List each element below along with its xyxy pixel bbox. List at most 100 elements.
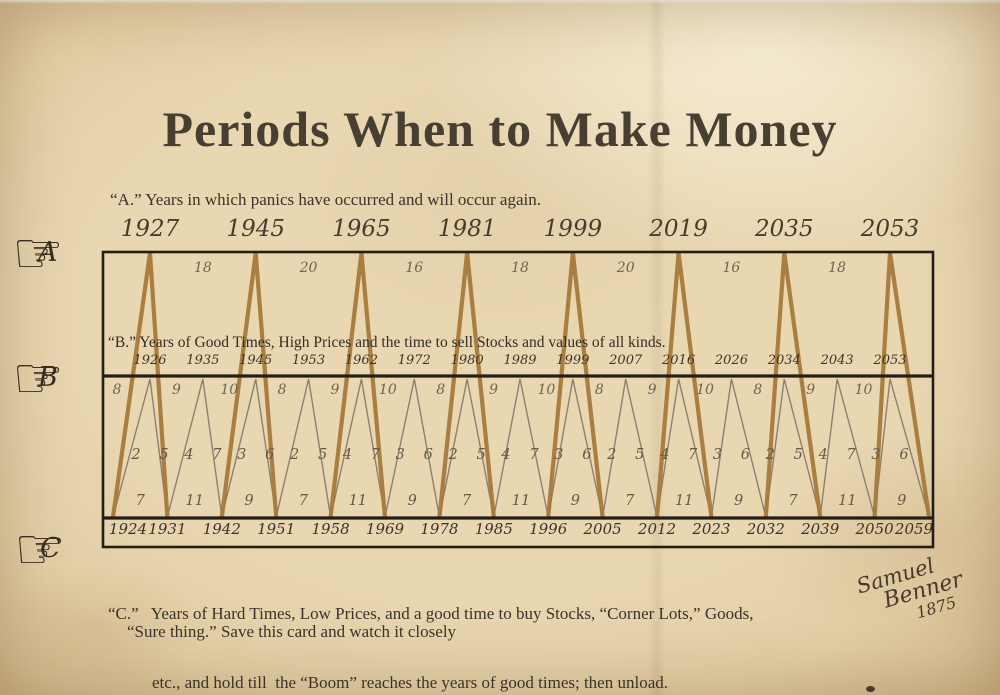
b-year-label: 2016: [662, 353, 696, 368]
b-year-label: 1935: [186, 353, 220, 368]
c-year-label: 1978: [420, 520, 459, 538]
mid-pair-right: 5: [635, 447, 645, 463]
c-interval-label: 9: [897, 493, 907, 509]
a-interval-label: 20: [616, 260, 635, 276]
section-c-caption: “C.” Years of Hard Times, Low Prices, an…: [108, 556, 753, 695]
a-year-label: 1999: [543, 216, 603, 242]
b-interval-label: 8: [112, 382, 122, 398]
c-interval-label: 9: [244, 493, 254, 509]
footer-note: “Sure thing.” Save this card and watch i…: [127, 622, 457, 641]
pointing-hand-icon: ☞: [14, 515, 66, 583]
c-year-label: 2012: [637, 520, 677, 538]
mid-pair-right: 5: [793, 447, 803, 463]
b-year-label: 1980: [450, 353, 484, 368]
b-year-label: 2043: [820, 353, 854, 368]
mid-pair-left: 2: [765, 447, 775, 463]
c-year-label: 1942: [202, 520, 241, 538]
b-interval-label: 9: [806, 382, 816, 398]
pointing-hand-icon: ☞: [12, 344, 64, 412]
c-interval-label: 9: [407, 493, 417, 509]
c-year-label: 1996: [529, 520, 568, 538]
mid-pair-left: 2: [289, 447, 300, 463]
b-year-label: 1953: [292, 353, 326, 368]
mid-pair-left: 3: [712, 447, 723, 463]
mid-pair-left: 2: [607, 447, 617, 463]
c-year-label: 1985: [474, 520, 513, 538]
b-interval-label: 8: [436, 382, 446, 398]
mid-pair-left: 3: [871, 447, 881, 463]
mid-pair-left: 3: [554, 447, 564, 463]
c-year-label: 1924: [108, 520, 148, 538]
b-year-label: 1945: [239, 353, 273, 368]
b-interval-label: 9: [489, 382, 499, 398]
mid-pair-right: 6: [265, 447, 275, 463]
c-year-label: 2059: [894, 520, 934, 538]
page-title: Periods When to Make Money: [162, 101, 838, 157]
c-interval-label: 11: [838, 493, 857, 509]
a-year-label: 1965: [332, 216, 391, 242]
c-year-label: 2039: [801, 520, 840, 538]
section-c-line1: “C.” Years of Hard Times, Low Prices, an…: [108, 604, 754, 623]
mid-pair-right: 6: [740, 447, 751, 463]
b-interval-label: 10: [378, 382, 397, 398]
b-interval-label: 10: [696, 382, 714, 398]
mid-pair-right: 7: [846, 447, 856, 463]
c-interval-label: 7: [298, 493, 309, 509]
b-year-label: 1989: [503, 353, 537, 368]
b-interval-label: 9: [330, 382, 340, 398]
c-year-label: 1931: [148, 520, 187, 538]
b-year-label: 2007: [609, 353, 643, 368]
ink-speck: [866, 686, 875, 692]
mid-pair-right: 5: [476, 447, 486, 463]
b-year-label: 1962: [344, 353, 378, 368]
mid-pair-left: 4: [342, 447, 353, 463]
c-interval-label: 9: [733, 493, 744, 509]
b-interval-label: 8: [277, 382, 287, 398]
c-interval-label: 11: [511, 493, 531, 509]
a-interval-label: 18: [828, 260, 847, 276]
mid-pair-left: 4: [818, 447, 828, 463]
b-year-label: 2026: [714, 353, 748, 368]
b-interval-label: 10: [854, 382, 873, 398]
mid-pair-left: 4: [659, 447, 670, 463]
manicule-a: ☞ A: [12, 224, 108, 282]
c-year-label: 1958: [311, 520, 350, 538]
mid-pair-right: 6: [423, 447, 433, 463]
c-interval-label: 11: [348, 493, 368, 509]
b-interval-label: 10: [537, 382, 556, 398]
c-interval-label: 7: [461, 493, 472, 509]
c-year-label: 2005: [583, 520, 622, 538]
manicule-b: ☞ B: [12, 349, 108, 407]
mid-pair-right: 6: [899, 447, 909, 463]
hand-letter-c: C: [40, 533, 61, 564]
mid-pair-right: 7: [687, 447, 698, 463]
a-year-label: 1927: [120, 216, 180, 242]
c-year-label: 1969: [365, 520, 405, 538]
b-year-label: 2034: [767, 353, 801, 368]
mid-pair-left: 2: [448, 447, 458, 463]
a-interval-label: 16: [405, 260, 424, 276]
a-year-label: 2035: [755, 216, 814, 242]
b-interval-label: 10: [220, 382, 239, 398]
b-year-label: 2053: [873, 353, 907, 368]
c-year-label: 2023: [692, 520, 731, 538]
c-year-label: 2050: [855, 520, 894, 538]
manicule-c: ☞ C: [14, 520, 110, 578]
c-interval-label: 7: [135, 493, 145, 509]
a-interval-label: 20: [299, 260, 318, 276]
c-year-label: 1951: [257, 520, 296, 538]
mid-pair-left: 3: [237, 447, 247, 463]
mid-pair-right: 6: [582, 447, 592, 463]
section-b-caption: “B.” Years of Good Times, High Prices an…: [108, 334, 666, 351]
b-interval-label: 9: [647, 382, 657, 398]
hand-letter-a: A: [38, 237, 58, 268]
a-year-label: 1945: [226, 216, 285, 242]
a-year-label: 2019: [649, 216, 708, 242]
section-c-line2: etc., and hold till the “Boom” reaches t…: [152, 673, 668, 692]
c-interval-label: 11: [185, 493, 204, 509]
a-interval-label: 18: [511, 260, 529, 276]
mid-pair-right: 7: [529, 447, 539, 463]
mid-pair-right: 5: [159, 447, 169, 463]
